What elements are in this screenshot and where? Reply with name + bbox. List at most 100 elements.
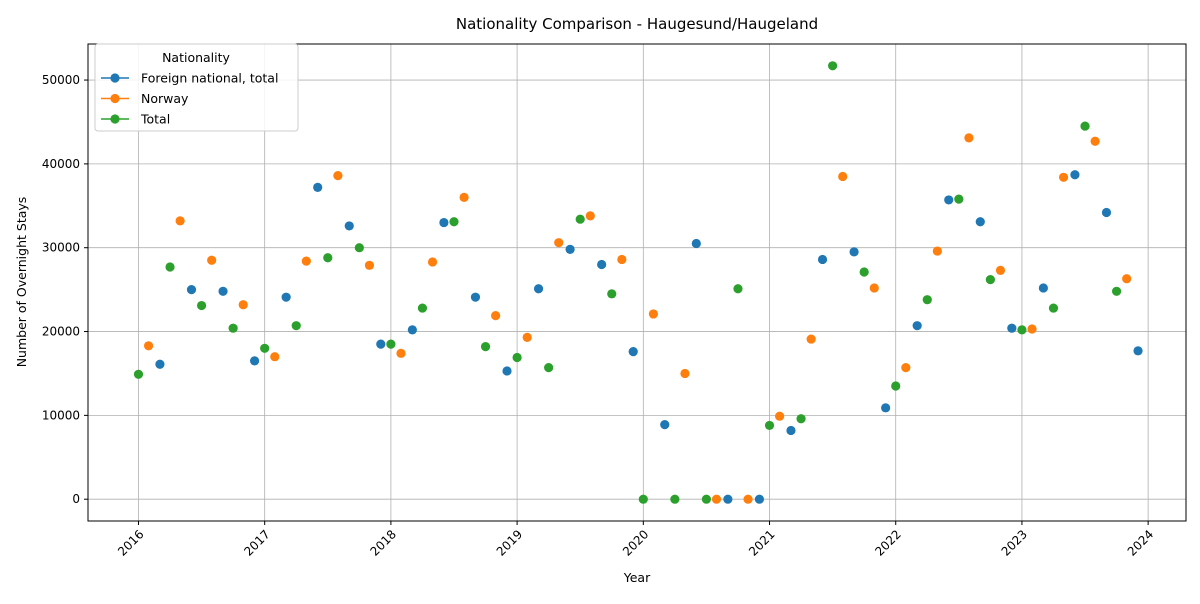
- data-point-series-1: [533, 284, 544, 294]
- data-point-series-2: [143, 341, 154, 351]
- data-point-series-2: [1027, 324, 1037, 334]
- data-point-series-1: [155, 359, 165, 369]
- data-point-series-3: [575, 214, 585, 224]
- legend-label: Foreign national, total: [141, 71, 278, 86]
- data-point-series-1: [786, 425, 796, 436]
- data-point-series-2: [238, 300, 248, 310]
- data-point-series-2: [838, 171, 848, 182]
- data-point-series-2: [207, 255, 217, 265]
- data-point-series-1: [1038, 283, 1048, 293]
- legend-label: Total: [140, 112, 170, 127]
- data-point-series-1: [944, 195, 954, 205]
- x-axis-label: Year: [623, 570, 651, 585]
- x-tick-label: 2024: [1125, 527, 1156, 558]
- data-point-series-3: [323, 253, 333, 263]
- plot-frame: [87, 43, 1187, 522]
- data-point-series-1: [691, 238, 701, 249]
- data-point-series-3: [417, 303, 428, 313]
- data-point-series-2: [427, 257, 438, 267]
- data-point-series-1: [1070, 170, 1080, 180]
- x-tick-label: 2016: [115, 527, 146, 558]
- data-point-series-2: [711, 494, 722, 504]
- y-tick-label: 20000: [42, 325, 80, 339]
- data-point-series-1: [660, 419, 670, 430]
- data-point-series-3: [1080, 121, 1090, 131]
- data-point-series-3: [480, 342, 491, 352]
- data-point-series-1: [1007, 323, 1017, 333]
- data-point-series-2: [869, 283, 879, 293]
- x-tick-label: 2022: [872, 527, 903, 558]
- data-point-series-3: [638, 494, 648, 504]
- data-point-series-1: [1101, 207, 1112, 218]
- legend-dot-marker: [110, 114, 120, 124]
- data-point-series-2: [459, 192, 469, 203]
- data-point-series-3: [922, 295, 932, 305]
- data-point-series-3: [354, 243, 364, 253]
- data-point-series-3: [670, 494, 680, 504]
- x-tick-label: 2021: [746, 527, 777, 558]
- data-point-series-2: [333, 171, 343, 181]
- data-point-series-3: [133, 369, 144, 379]
- legend-dot-marker: [110, 73, 120, 83]
- data-point-series-3: [733, 284, 743, 294]
- data-point-series-1: [849, 247, 859, 257]
- y-axis-label: Number of Overnight Stays: [14, 197, 29, 368]
- data-point-series-1: [754, 494, 765, 504]
- data-point-series-3: [891, 381, 901, 391]
- x-tick-label: 2020: [620, 527, 651, 558]
- data-point-series-2: [396, 348, 406, 358]
- x-tick-label: 2019: [494, 527, 525, 558]
- data-point-series-2: [743, 494, 753, 504]
- data-point-series-2: [175, 216, 185, 226]
- data-point-series-1: [628, 347, 638, 357]
- y-tick-label: 10000: [42, 408, 80, 422]
- data-point-series-1: [565, 244, 575, 254]
- data-point-series-2: [554, 238, 564, 248]
- data-point-series-1: [723, 494, 733, 504]
- data-point-series-3: [764, 420, 775, 431]
- data-point-series-1: [817, 254, 828, 265]
- data-point-series-2: [932, 246, 942, 256]
- y-tick-label: 30000: [42, 241, 80, 255]
- data-point-series-2: [364, 260, 375, 270]
- data-point-series-3: [954, 194, 964, 204]
- data-point-series-1: [218, 286, 228, 296]
- data-point-series-3: [512, 352, 522, 363]
- data-point-series-2: [901, 362, 911, 373]
- data-point-series-2: [585, 211, 595, 221]
- y-tick-label: 40000: [42, 157, 80, 171]
- data-point-series-2: [995, 265, 1006, 275]
- x-tick-label: 2017: [241, 527, 272, 558]
- data-point-series-1: [186, 285, 197, 295]
- x-tick-label: 2018: [368, 527, 399, 558]
- data-point-series-2: [301, 256, 311, 266]
- x-tick-label: 2023: [999, 527, 1030, 558]
- legend-label: Norway: [141, 91, 189, 106]
- data-point-series-1: [376, 339, 386, 349]
- data-point-series-3: [228, 323, 238, 333]
- legend-box: [94, 43, 299, 132]
- data-point-series-1: [439, 217, 449, 228]
- data-point-series-1: [912, 321, 922, 331]
- data-point-series-2: [491, 311, 501, 321]
- data-point-series-2: [270, 352, 280, 362]
- data-point-series-1: [502, 366, 512, 376]
- data-point-series-3: [1017, 325, 1027, 335]
- y-tick-label: 0: [72, 492, 80, 506]
- data-point-series-3: [796, 414, 806, 424]
- data-point-series-3: [1048, 303, 1059, 313]
- data-point-series-3: [1111, 286, 1122, 296]
- data-point-series-2: [775, 411, 785, 421]
- data-point-series-1: [313, 182, 323, 192]
- data-point-series-2: [648, 309, 659, 319]
- data-point-series-3: [607, 289, 617, 299]
- data-point-series-2: [806, 334, 816, 344]
- data-point-series-2: [1122, 274, 1132, 284]
- data-point-series-2: [617, 254, 627, 265]
- data-point-series-1: [407, 325, 417, 335]
- data-point-series-2: [680, 368, 690, 379]
- data-point-series-1: [597, 259, 607, 270]
- data-point-series-3: [196, 300, 207, 311]
